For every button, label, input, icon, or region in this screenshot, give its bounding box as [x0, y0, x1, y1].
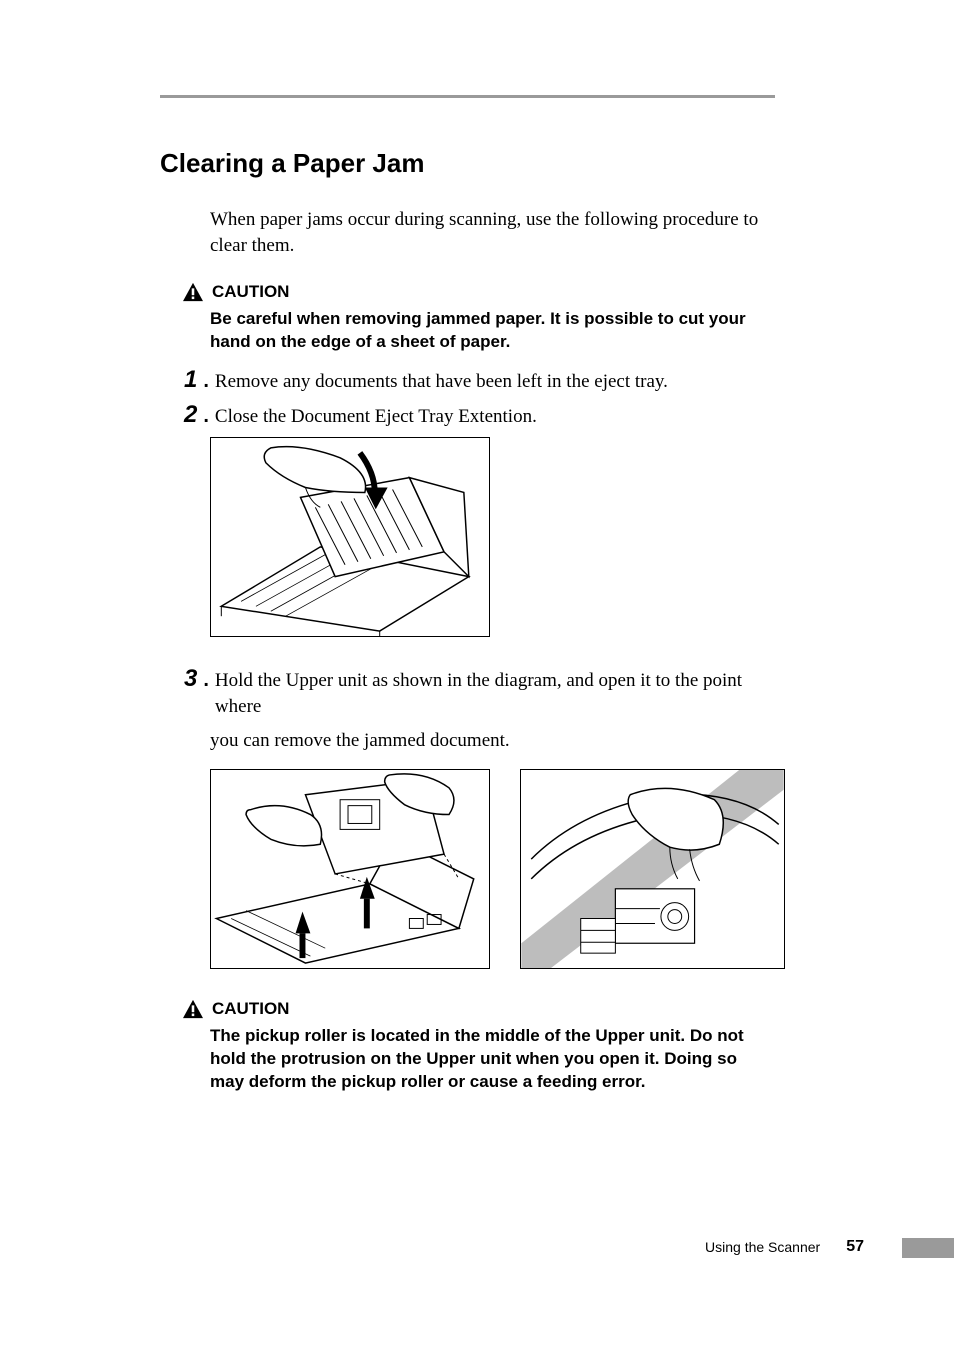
- step-1-dot: .: [203, 370, 209, 393]
- step-3-text: Hold the Upper unit as shown in the diag…: [215, 668, 784, 719]
- top-rule: [160, 95, 775, 98]
- caution-head-1: CAUTION: [182, 282, 782, 302]
- warning-icon: [182, 282, 204, 302]
- figure-1-illustration: [211, 438, 489, 636]
- step-3-dot: .: [203, 669, 209, 692]
- caution-label-2: CAUTION: [212, 999, 289, 1019]
- figure-1: [210, 437, 490, 637]
- intro-text: When paper jams occur during scanning, u…: [210, 207, 770, 258]
- caution-body-2: The pickup roller is located in the midd…: [210, 1025, 770, 1094]
- step-1-text: Remove any documents that have been left…: [215, 369, 668, 395]
- caution-label-1: CAUTION: [212, 282, 289, 302]
- figure-2-illustration: [211, 770, 489, 968]
- figure-3-illustration: [521, 770, 784, 968]
- figure-2: [210, 769, 490, 969]
- step-1-number: 1: [184, 368, 197, 392]
- step-2-dot: .: [203, 405, 209, 428]
- figure-3: [520, 769, 785, 969]
- page: Clearing a Paper Jam When paper jams occ…: [0, 0, 954, 1348]
- page-footer: Using the Scanner 57: [705, 1238, 864, 1256]
- step-1: 1. Remove any documents that have been l…: [184, 368, 784, 395]
- caution-head-2: CAUTION: [182, 999, 782, 1019]
- step-3: 3. Hold the Upper unit as shown in the d…: [184, 667, 784, 719]
- figure-1-container: [210, 437, 864, 637]
- edge-tab: [902, 1238, 954, 1258]
- step-2: 2. Close the Document Eject Tray Extenti…: [184, 403, 784, 430]
- footer-section: Using the Scanner: [705, 1239, 820, 1255]
- figure-row: [210, 769, 864, 969]
- step-2-number: 2: [184, 403, 197, 427]
- step-2-text: Close the Document Eject Tray Extention.: [215, 404, 537, 430]
- footer-page-number: 57: [846, 1238, 864, 1256]
- caution-body-1: Be careful when removing jammed paper. I…: [210, 308, 770, 354]
- warning-icon: [182, 999, 204, 1019]
- caution-block-2: CAUTION The pickup roller is located in …: [182, 999, 782, 1094]
- page-heading: Clearing a Paper Jam: [160, 148, 864, 179]
- step-3-number: 3: [184, 667, 197, 691]
- step-3-continue: you can remove the jammed document.: [210, 728, 770, 754]
- caution-block-1: CAUTION Be careful when removing jammed …: [182, 282, 782, 354]
